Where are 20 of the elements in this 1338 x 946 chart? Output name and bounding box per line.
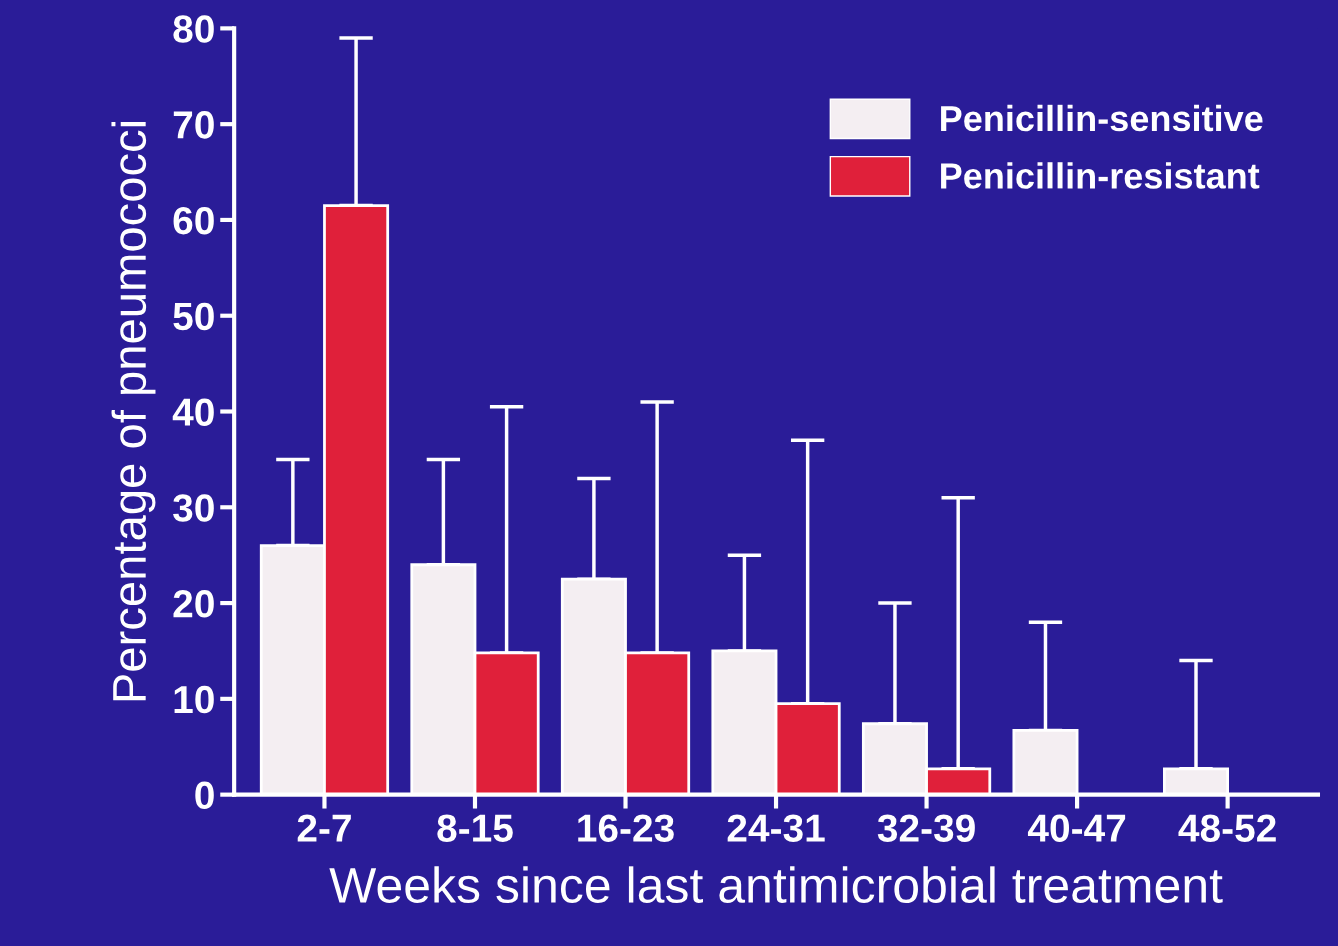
y-tick-label: 80 xyxy=(173,15,214,43)
legend-label: Penicillin-resistant xyxy=(941,162,1260,189)
y-tick-label: 0 xyxy=(195,781,214,810)
x-tick-label: 40-47 xyxy=(1027,814,1126,842)
x-axis-title: Weeks since last antimicrobial treatment xyxy=(329,866,1223,904)
y-tick-label: 20 xyxy=(173,590,214,618)
x-tick-label: 32-39 xyxy=(877,814,975,843)
x-tick-label: 8-15 xyxy=(437,814,513,842)
y-tick-label: 60 xyxy=(173,206,214,235)
x-tick-label: 2-7 xyxy=(297,814,351,842)
y-tick-label: 50 xyxy=(173,302,214,331)
x-tick-label: 48-52 xyxy=(1178,814,1276,842)
y-tick-label: 70 xyxy=(173,111,214,139)
x-tick-label: 16-23 xyxy=(578,814,674,843)
legend-label: Penicillin-sensitive xyxy=(941,104,1263,132)
x-tick-label: 24-31 xyxy=(727,814,825,843)
y-tick-label: 30 xyxy=(173,494,214,522)
y-axis-title: Percentage of pneumococci xyxy=(111,121,156,701)
y-tick-label: 10 xyxy=(174,685,214,714)
y-tick-label: 40 xyxy=(172,398,214,426)
